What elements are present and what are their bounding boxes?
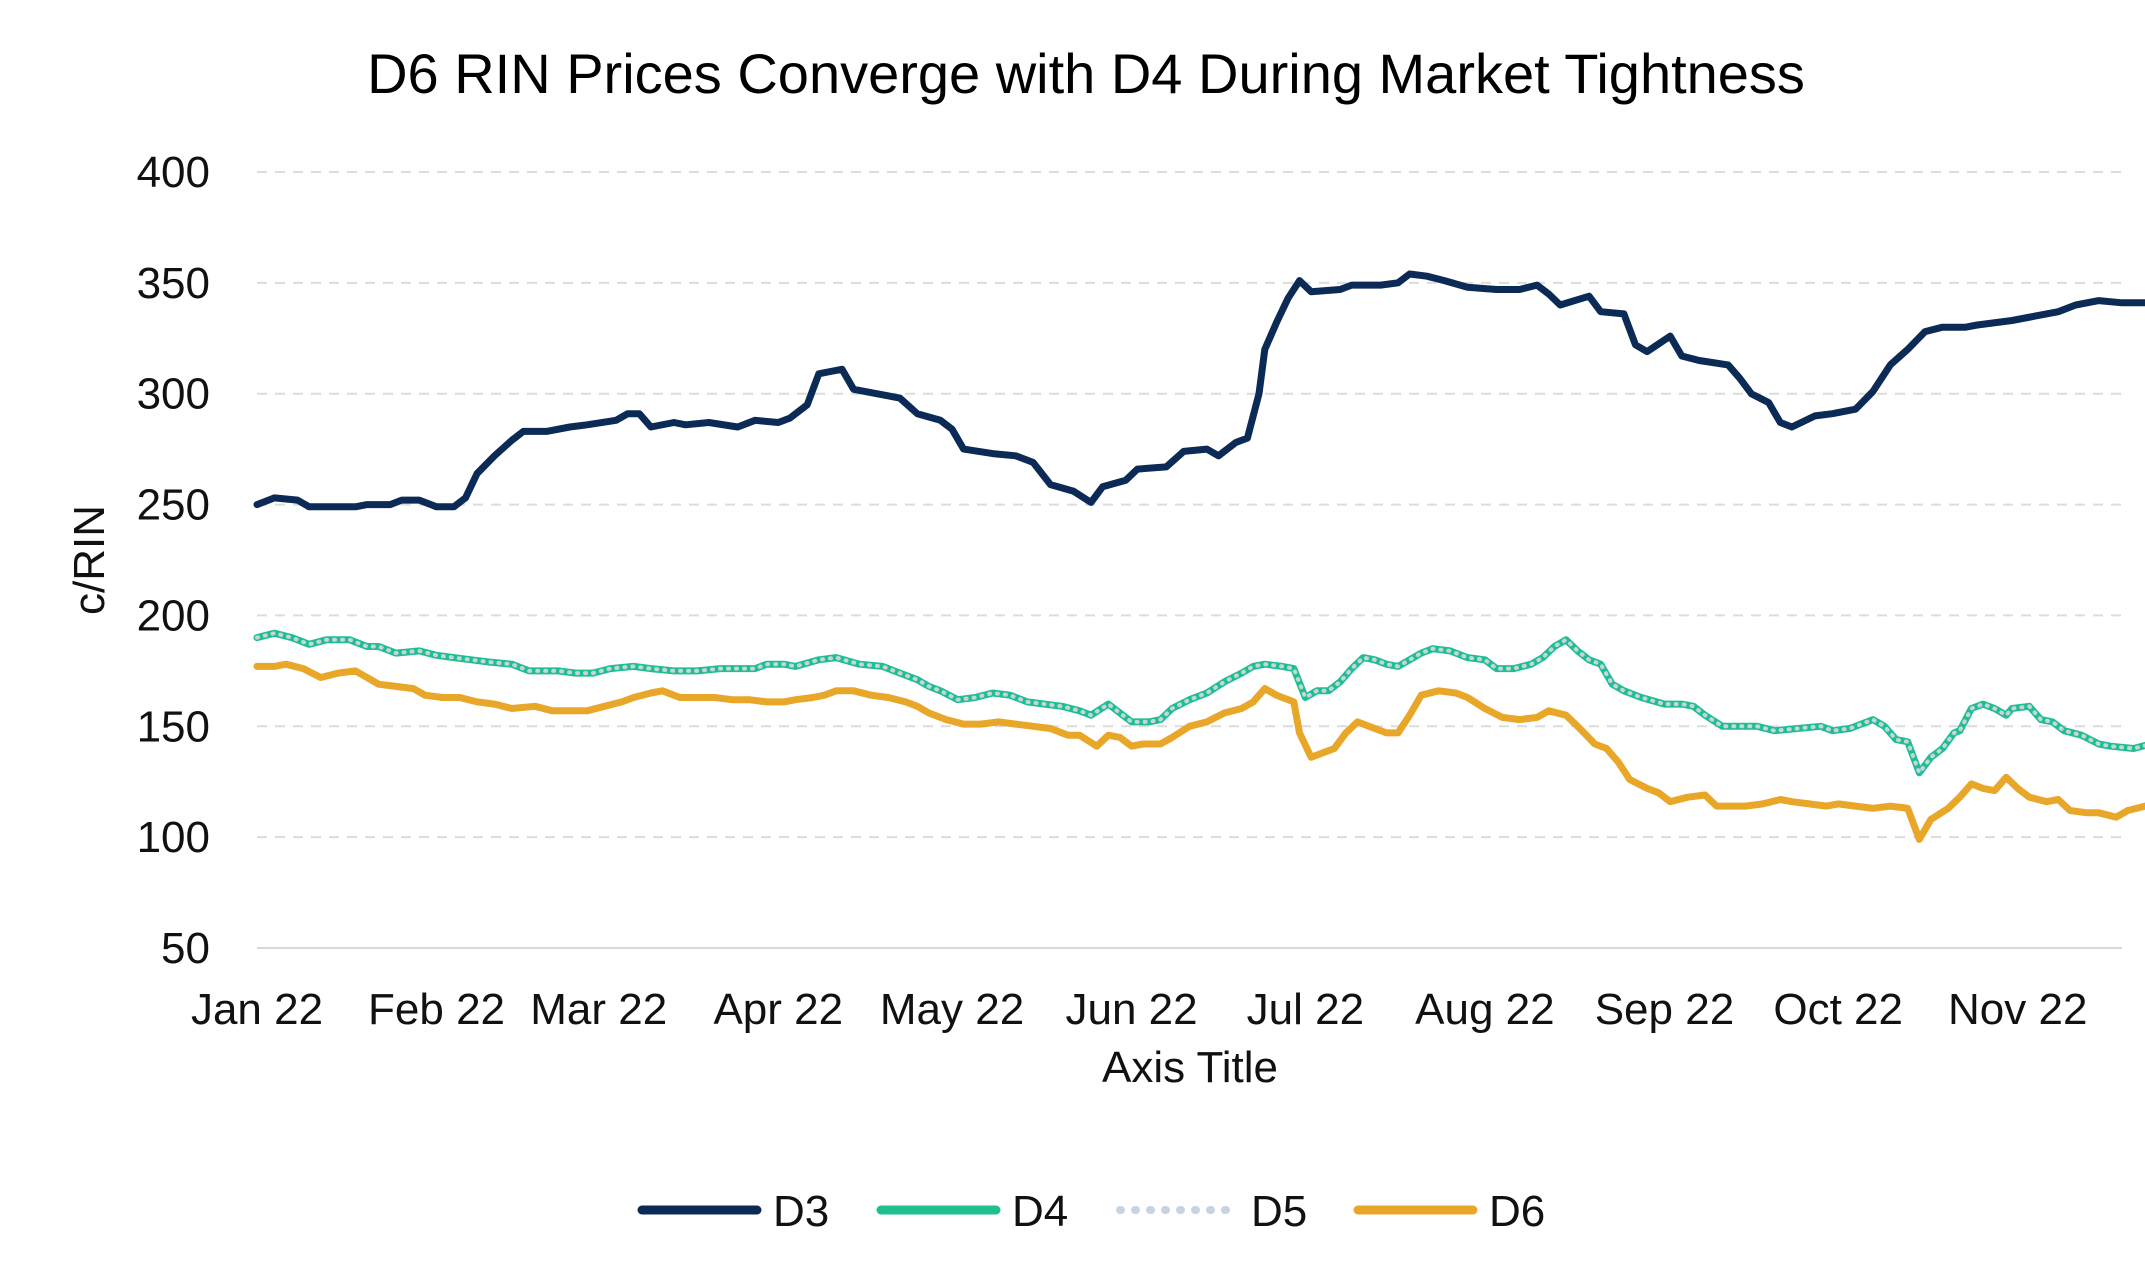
series-line-d4 bbox=[253, 629, 2145, 777]
y-tick-label: 200 bbox=[137, 591, 210, 640]
x-tick-label: Feb 22 bbox=[368, 985, 505, 1034]
y-tick-label: 400 bbox=[137, 148, 210, 197]
legend-label-d4: D4 bbox=[1012, 1187, 1068, 1236]
legend-label-d5: D5 bbox=[1251, 1187, 1307, 1236]
x-tick-label: Jun 22 bbox=[1066, 985, 1198, 1034]
x-tick-label: May 22 bbox=[880, 985, 1024, 1034]
y-tick-label: 100 bbox=[137, 813, 210, 862]
gridlines bbox=[257, 171, 2122, 839]
x-tick-label: Sep 22 bbox=[1595, 985, 1734, 1034]
legend-label-d6: D6 bbox=[1489, 1187, 1545, 1236]
y-tick-label: 250 bbox=[137, 481, 210, 530]
y-tick-label: 50 bbox=[161, 924, 210, 973]
series-lines bbox=[253, 270, 2145, 843]
y-tick-label: 300 bbox=[137, 370, 210, 419]
x-tick-label: Mar 22 bbox=[530, 985, 667, 1034]
series-line-d3 bbox=[253, 270, 2145, 511]
x-tick-label: Nov 22 bbox=[1948, 985, 2087, 1034]
legend-label-d3: D3 bbox=[773, 1187, 829, 1236]
x-tick-label: Oct 22 bbox=[1773, 985, 1903, 1034]
x-axis-title: Axis Title bbox=[1102, 1043, 1278, 1092]
y-axis-ticks: 50 100 150 200 250 300 350 400 bbox=[137, 148, 210, 973]
series-line-d5 bbox=[255, 631, 2145, 775]
y-axis-title: c/RIN bbox=[65, 505, 114, 615]
legend: D3 D4 D5 D6 bbox=[637, 1187, 1545, 1236]
y-tick-label: 150 bbox=[137, 702, 210, 751]
series-line-d6 bbox=[253, 660, 2145, 843]
x-tick-label: Jan 22 bbox=[191, 985, 323, 1034]
x-tick-label: Jul 22 bbox=[1247, 985, 1364, 1034]
y-tick-label: 350 bbox=[137, 259, 210, 308]
chart-title: D6 RIN Prices Converge with D4 During Ma… bbox=[367, 42, 1805, 105]
x-tick-label: Apr 22 bbox=[713, 985, 843, 1034]
x-tick-label: Aug 22 bbox=[1415, 985, 1554, 1034]
x-axis-ticks: Jan 22 Feb 22 Mar 22 Apr 22 May 22 Jun 22 Jul … bbox=[191, 985, 2088, 1034]
